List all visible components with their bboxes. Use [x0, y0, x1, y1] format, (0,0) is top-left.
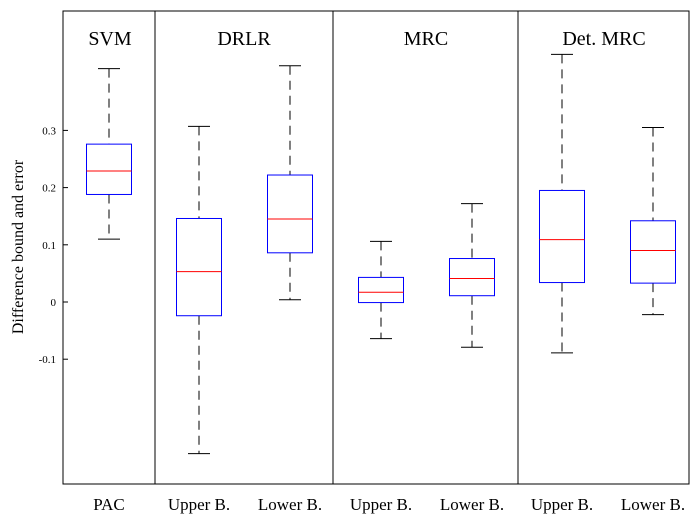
interquartile-box	[539, 189, 585, 284]
box-series	[86, 53, 676, 455]
plot-frame	[62, 10, 690, 485]
y-axis-label: Difference bound and error	[10, 159, 27, 334]
box-det-mrc-lower-b-	[630, 127, 676, 316]
category-label: Lower B.	[258, 495, 322, 514]
box-drlr-lower-b-	[267, 65, 313, 301]
category-label: Lower B.	[621, 495, 685, 514]
box-svm-pac	[86, 68, 132, 240]
group-label: Det. MRC	[562, 28, 645, 50]
interquartile-box	[176, 217, 222, 317]
y-axis: -0.1 0 0.1 0.2 0.3	[39, 125, 68, 366]
y-tick-label: 0	[51, 297, 57, 309]
category-label: Upper B.	[350, 495, 412, 514]
group-labels: SVM DRLR MRC Det. MRC	[88, 28, 645, 50]
group-separators	[154, 11, 519, 484]
box-drlr-upper-b-	[176, 125, 222, 455]
y-tick-label: 0.3	[42, 125, 56, 137]
interquartile-box	[630, 220, 676, 284]
y-tick-label: 0.2	[42, 183, 56, 195]
category-labels: PAC Upper B. Lower B. Upper B. Lower B. Upper…	[93, 495, 685, 514]
interquartile-box	[449, 258, 495, 297]
category-label: Lower B.	[440, 495, 504, 514]
category-label: PAC	[93, 495, 125, 514]
group-label: SVM	[88, 28, 132, 50]
category-label: Upper B.	[531, 495, 593, 514]
category-label: Upper B.	[168, 495, 230, 514]
box-det-mrc-upper-b-	[539, 53, 585, 354]
interquartile-box	[358, 276, 404, 304]
y-tick-label: 0.1	[42, 240, 56, 252]
group-label: DRLR	[217, 28, 271, 50]
interquartile-box	[267, 174, 313, 254]
y-tick-label: -0.1	[39, 354, 56, 366]
box-mrc-upper-b-	[358, 240, 404, 340]
group-label: MRC	[404, 28, 448, 50]
box-mrc-lower-b-	[449, 203, 495, 348]
interquartile-box	[86, 143, 132, 195]
